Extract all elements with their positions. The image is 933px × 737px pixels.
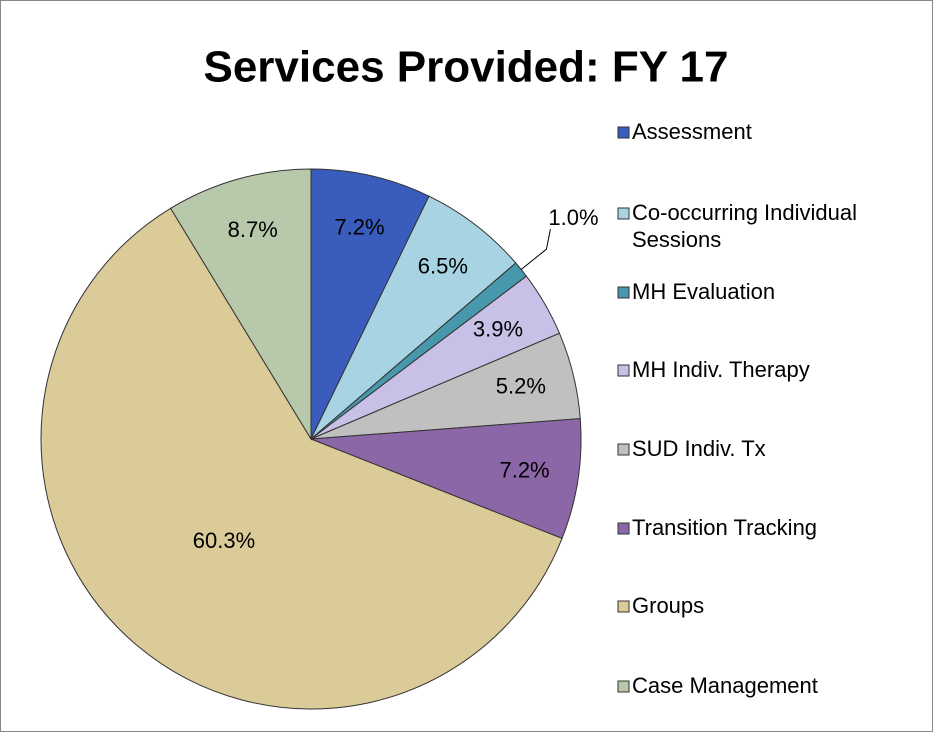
data-label: 8.7% (228, 217, 278, 242)
legend-label: Co-occurring Individual Sessions (632, 200, 863, 252)
legend-swatch (617, 286, 630, 299)
legend-swatch (617, 680, 630, 693)
pie-slice (310, 168, 430, 440)
pie-slice (40, 207, 563, 710)
legend-swatch (617, 600, 630, 613)
legend-label: Groups (632, 593, 704, 618)
leader-line (520, 229, 551, 270)
legend-label: Assessment (632, 119, 752, 144)
data-label: 7.2% (499, 457, 549, 482)
legend-swatch (617, 207, 630, 220)
legend-label: MH Evaluation (632, 279, 775, 304)
legend-label: MH Indiv. Therapy (632, 357, 810, 382)
legend-label: SUD Indiv. Tx (632, 436, 766, 461)
legend-swatch (617, 443, 630, 456)
chart-title: Services Provided: FY 17 (203, 43, 728, 92)
legend-swatch (617, 522, 630, 535)
data-label: 60.3% (193, 528, 255, 553)
data-label: 1.0% (548, 205, 598, 230)
data-label: 6.5% (418, 254, 468, 279)
pie-slice (169, 168, 312, 441)
legend-label: Transition Tracking (632, 515, 817, 540)
legend-swatch (617, 126, 630, 139)
data-label: 7.2% (334, 214, 384, 239)
legend-label: Case Management (632, 673, 818, 698)
data-label: 5.2% (496, 374, 546, 399)
pie-slice (310, 418, 582, 540)
data-label: 3.9% (473, 317, 523, 342)
pie-slice (310, 195, 517, 440)
legend-swatch (617, 364, 630, 377)
